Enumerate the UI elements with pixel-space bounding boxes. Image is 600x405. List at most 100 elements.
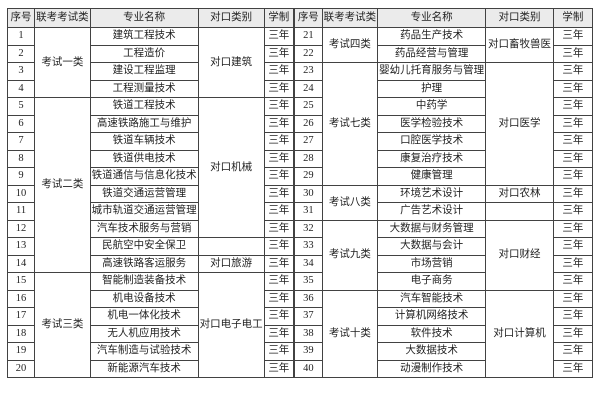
table-row: 22 药品经营与管理 三年: [294, 44, 594, 63]
cell-row-number: 1: [6, 27, 36, 46]
majors-table-right: 序号 联考考试类 专业名称 对口类别 学制 21 考试四类 药品生产技术 对口畜牧兽医 三年 22 药…: [294, 8, 594, 378]
cell-duration: 三年: [552, 237, 594, 256]
col-header-major-name: 专业名称: [377, 8, 487, 28]
cell-category: 对口机械: [197, 97, 265, 238]
cell-row-number: 7: [6, 132, 36, 151]
cell-duration: 三年: [263, 237, 295, 256]
table-row: 36 考试十类 汽车智能技术 对口计算机 三年: [294, 289, 594, 378]
cell-major-name: 民航空中安全保卫: [89, 237, 199, 256]
cell-row-number: 29: [294, 167, 323, 186]
cell-major-name: 城市轨道交通运营管理: [89, 202, 199, 221]
cell-exam-class: 考试九类: [321, 219, 379, 291]
cell-major-name: 环境艺术设计: [377, 184, 487, 203]
cell-duration: 三年: [552, 307, 594, 326]
cell-major-name: 无人机应用技术: [89, 324, 199, 343]
table-row: 1 考试一类 建筑工程技术 对口建筑 三年: [6, 27, 295, 98]
cell-row-number: 40: [294, 359, 323, 378]
cell-row-number: 28: [294, 149, 323, 168]
cell-row-number: 33: [294, 237, 323, 256]
table-row: 26 医学检验技术 三年: [294, 114, 594, 133]
cell-duration: 三年: [552, 167, 594, 186]
cell-row-number: 6: [6, 114, 36, 133]
cell-exam-class: 考试二类: [34, 97, 91, 273]
cell-major-name: 高速铁路客运服务: [89, 254, 199, 273]
cell-duration: 三年: [263, 79, 295, 98]
cell-major-name: 铁道通信与信息化技术: [89, 167, 199, 186]
cell-row-number: 37: [294, 307, 323, 326]
cell-duration: 三年: [263, 132, 295, 151]
cell-major-name: 铁道交通运营管理: [89, 184, 199, 203]
cell-duration: 三年: [552, 79, 594, 98]
cell-row-number: 23: [294, 62, 323, 81]
table-row: 23 考试七类 婴幼儿托育服务与管理 对口医学 三年: [294, 62, 594, 186]
table-row: 32 考试九类 大数据与财务管理 对口财经 三年: [294, 219, 594, 291]
cell-duration: 三年: [552, 289, 594, 308]
cell-major-name: 药品生产技术: [377, 27, 487, 46]
cell-row-number: 9: [6, 167, 36, 186]
table-row: 28 康复治疗技术 三年: [294, 149, 594, 168]
cell-major-name: 护理: [377, 79, 487, 98]
cell-row-number: 4: [6, 79, 36, 98]
cell-row-number: 16: [6, 289, 36, 308]
cell-exam-class: 考试十类: [321, 289, 379, 378]
table-row: 6 高速铁路施工与维护 三年: [6, 114, 295, 133]
cell-exam-class: 考试八类: [321, 184, 379, 221]
cell-exam-class: 考试四类: [321, 27, 379, 63]
cell-duration: 三年: [552, 359, 594, 378]
table-row: 5 考试二类 铁道工程技术 对口机械 三年: [6, 97, 295, 273]
cell-duration: 三年: [263, 272, 295, 291]
col-header-exam-class: 联考考试类: [321, 8, 379, 28]
cell-row-number: 30: [294, 184, 323, 203]
cell-duration: 三年: [552, 114, 594, 133]
header-row: 序号 联考考试类 专业名称 对口类别 学制: [294, 8, 594, 28]
cell-major-name: 汽车技术服务与营销: [89, 219, 199, 238]
cell-category: 对口旅游: [197, 254, 265, 273]
table-row: 33 大数据与会计 三年: [294, 237, 594, 256]
cell-row-number: 34: [294, 254, 323, 273]
cell-duration: 三年: [552, 44, 594, 63]
table-row: 38 软件技术 三年: [294, 324, 594, 343]
majors-table: 序号 联考考试类 专业名称 对口类别 学制 1 考试一类 建筑工程技术 对口建筑 三年 2 工程造价三…: [6, 8, 295, 378]
cell-major-name: 铁道车辆技术: [89, 132, 199, 151]
cell-major-name: 健康管理: [377, 167, 487, 186]
cell-row-number: 31: [294, 202, 323, 221]
cell-category: 对口计算机: [485, 289, 554, 378]
majors-tables-container: 序号 联考考试类 专业名称 对口类别 学制 1 考试一类 建筑工程技术 对口建筑 三年 2 工程造价三…: [6, 8, 594, 378]
cell-duration: 三年: [263, 62, 295, 81]
cell-row-number: 2: [6, 44, 36, 63]
cell-duration: 三年: [552, 254, 594, 273]
cell-major-name: 工程测量技术: [89, 79, 199, 98]
cell-major-name: 电子商务: [377, 272, 487, 291]
cell-major-name: 铁道工程技术: [89, 97, 199, 116]
cell-row-number: 10: [6, 184, 36, 203]
cell-row-number: 32: [294, 219, 323, 238]
cell-duration: 三年: [263, 114, 295, 133]
cell-row-number: 21: [294, 27, 323, 46]
cell-row-number: 5: [6, 97, 36, 116]
cell-category: 对口财经: [485, 219, 554, 291]
cell-major-name: 动漫制作技术: [377, 359, 487, 378]
cell-exam-class: 考试三类: [34, 272, 91, 378]
cell-row-number: 12: [6, 219, 36, 238]
cell-duration: 三年: [263, 97, 295, 116]
cell-major-name: 药品经营与管理: [377, 44, 487, 63]
cell-category: [197, 237, 265, 256]
majors-table: 序号 联考考试类 专业名称 对口类别 学制 21 考试四类 药品生产技术 对口畜牧兽医 三年 22 药…: [294, 8, 594, 378]
table-row: 35 电子商务 三年: [294, 272, 594, 291]
cell-duration: 三年: [263, 342, 295, 361]
table-row: 19 汽车制造与试验技术 三年: [6, 342, 295, 361]
cell-duration: 三年: [263, 44, 295, 63]
cell-major-name: 中药学: [377, 97, 487, 116]
col-header-no: 序号: [6, 8, 36, 28]
cell-duration: 三年: [552, 342, 594, 361]
cell-row-number: 35: [294, 272, 323, 291]
cell-row-number: 18: [6, 324, 36, 343]
table-row: 12 汽车技术服务与营销 三年: [6, 219, 295, 238]
cell-category: 对口电子电工: [197, 272, 265, 378]
table-row: 8 铁道供电技术 三年: [6, 149, 295, 168]
cell-duration: 三年: [552, 27, 594, 46]
cell-major-name: 汽车智能技术: [377, 289, 487, 308]
cell-major-name: 大数据技术: [377, 342, 487, 361]
table-row: 13 民航空中安全保卫 三年: [6, 237, 295, 256]
cell-duration: 三年: [263, 307, 295, 326]
